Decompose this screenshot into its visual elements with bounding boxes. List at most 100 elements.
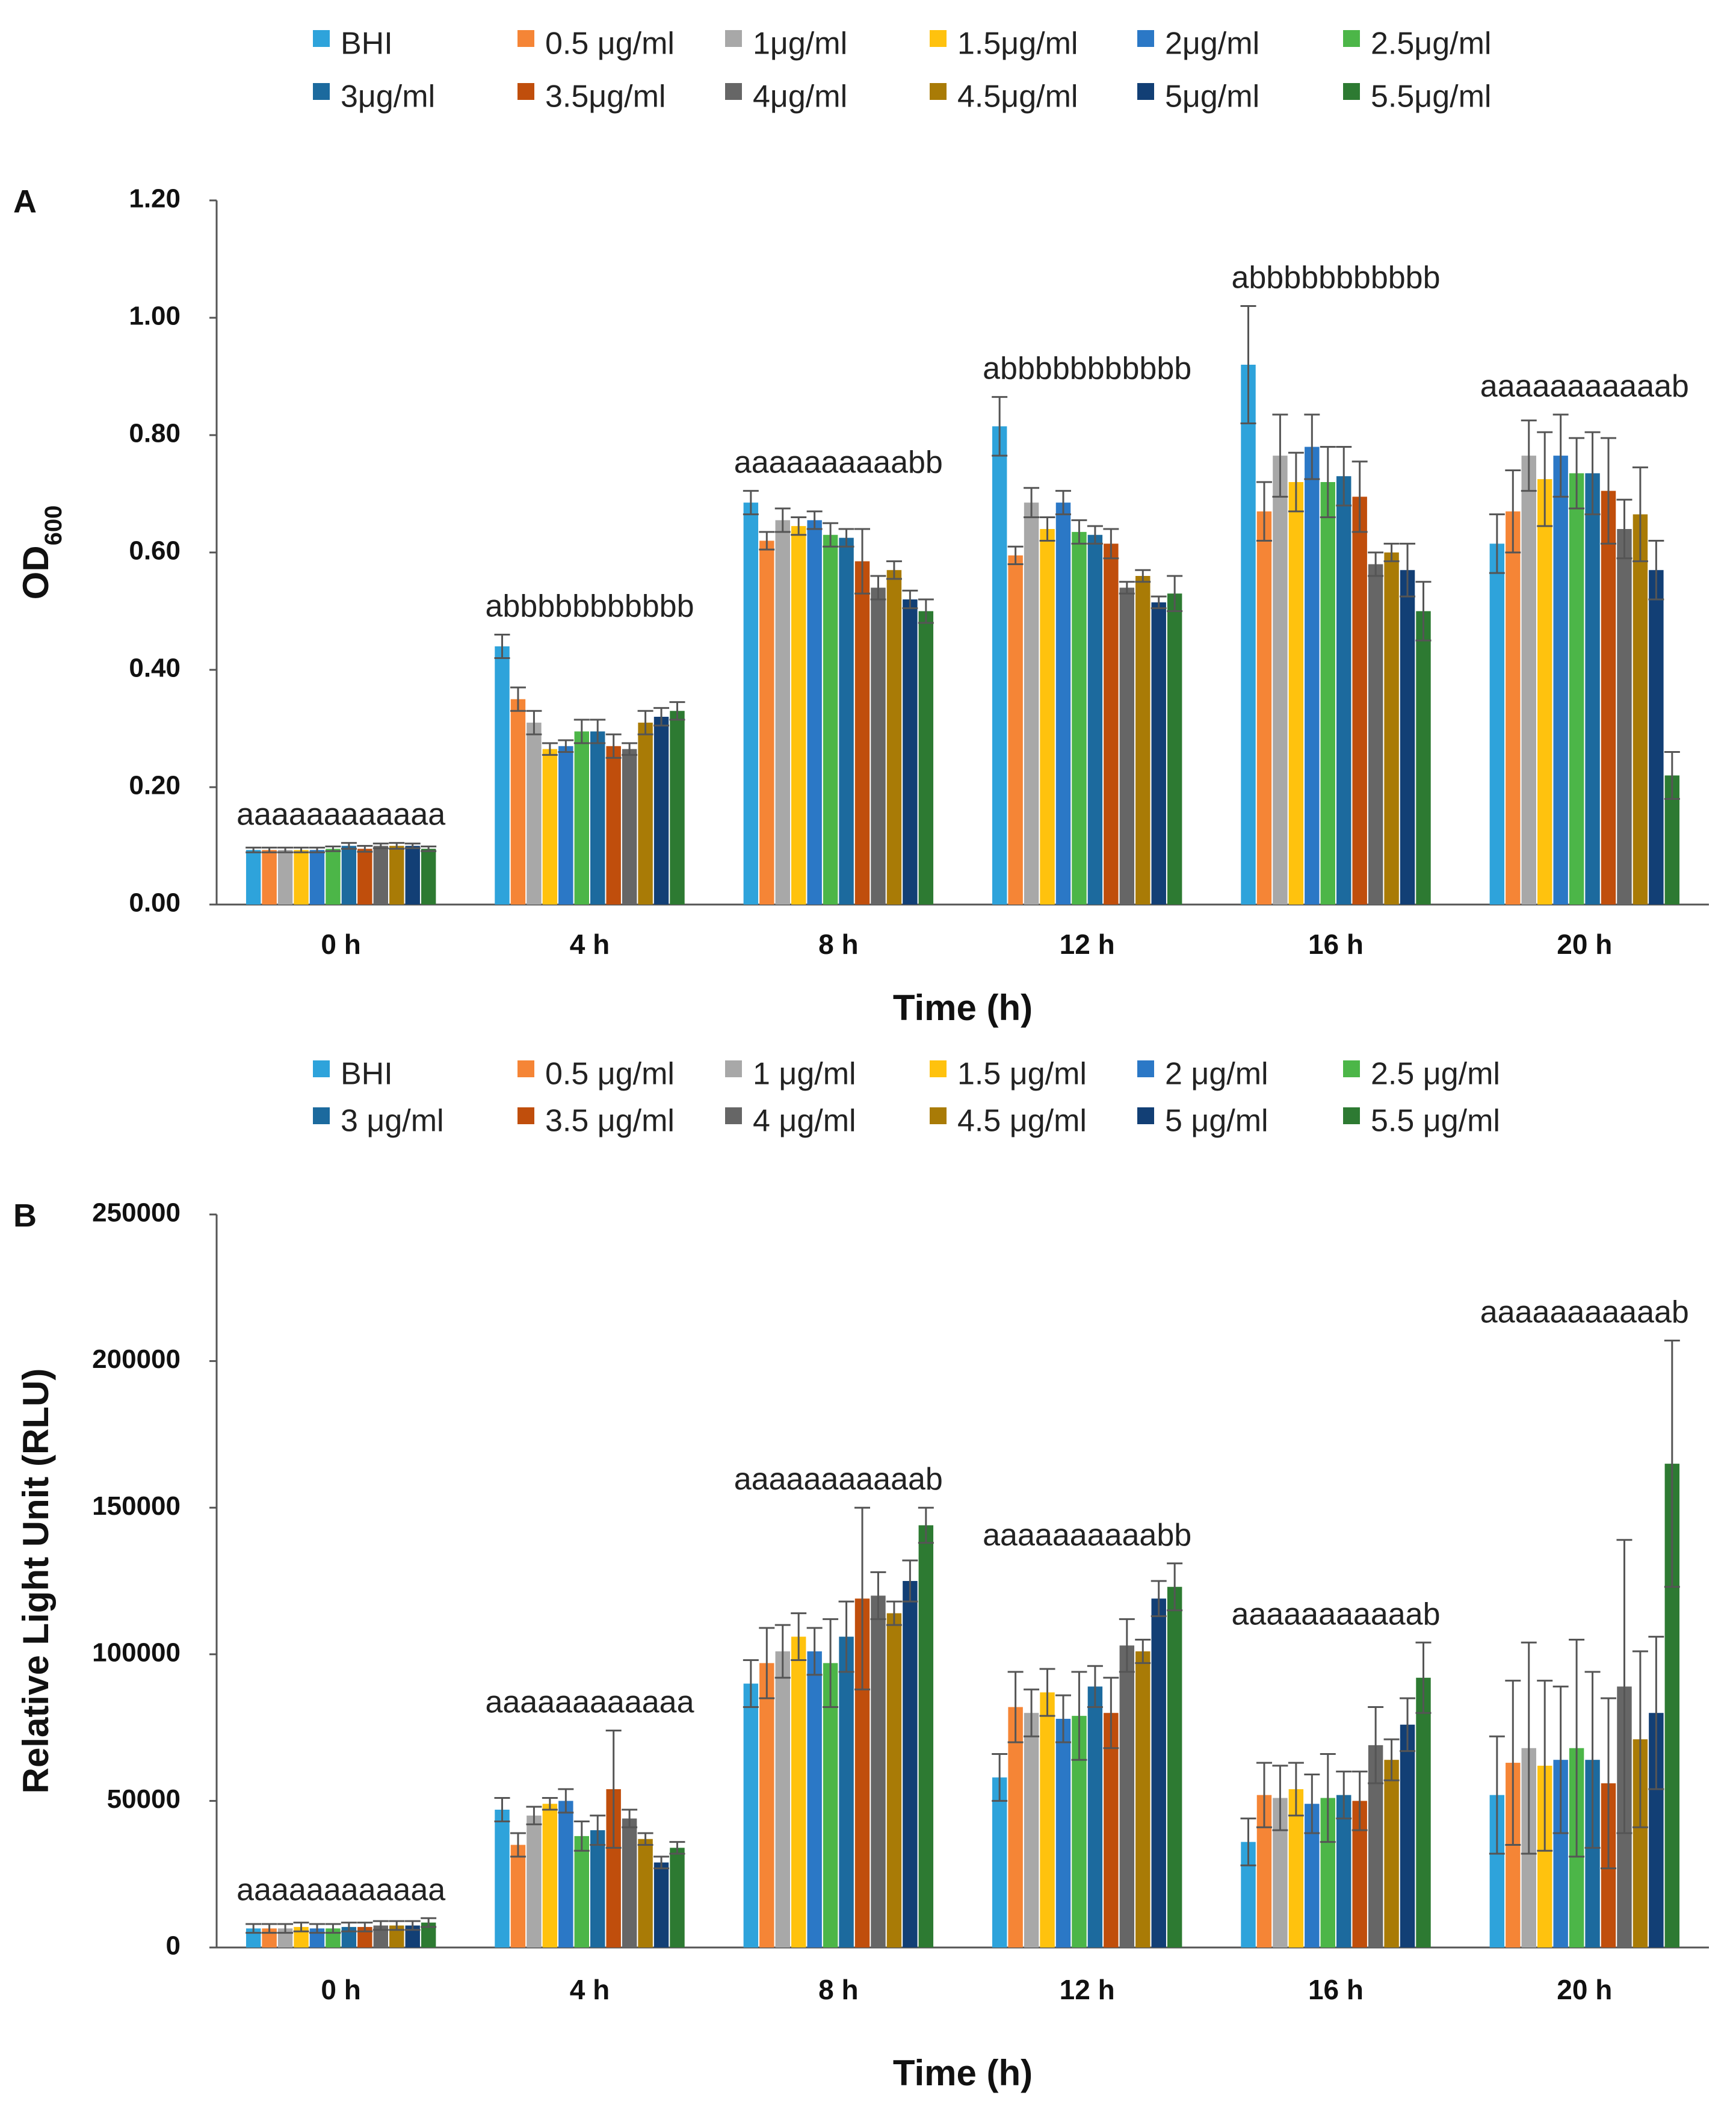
error-bar bbox=[1368, 551, 1384, 577]
error-bar bbox=[886, 560, 902, 580]
bar bbox=[357, 849, 372, 905]
error-bar bbox=[277, 846, 294, 853]
error-bar bbox=[1383, 1738, 1400, 1781]
error-bar bbox=[669, 701, 685, 721]
bar bbox=[1305, 447, 1320, 905]
legend-label: 5μg/ml bbox=[1165, 79, 1259, 114]
bar bbox=[807, 1651, 822, 1947]
bar bbox=[510, 699, 526, 905]
error-bar bbox=[918, 1506, 934, 1544]
error-bar bbox=[1601, 1697, 1617, 1869]
error-bar bbox=[1119, 581, 1135, 595]
bar bbox=[1352, 497, 1367, 905]
error-bar bbox=[1007, 545, 1024, 565]
error-bar bbox=[854, 1506, 871, 1691]
error-bar bbox=[1537, 431, 1553, 527]
error-bar bbox=[1024, 1688, 1040, 1737]
legend-swatch bbox=[517, 83, 534, 100]
error-bar bbox=[1505, 1680, 1521, 1846]
bar-group: abbbbbbbbbbb bbox=[485, 589, 694, 905]
error-bar bbox=[1304, 1774, 1320, 1834]
legend-label: 2μg/ml bbox=[1165, 26, 1259, 61]
bar bbox=[1273, 456, 1288, 905]
y-tick-label: 100000 bbox=[92, 1638, 181, 1667]
bar bbox=[918, 1525, 934, 1947]
significance-letters: abbbbbbbbbbb bbox=[1231, 261, 1440, 295]
bar bbox=[1087, 1686, 1103, 1947]
legend-swatch bbox=[1343, 83, 1360, 100]
bar bbox=[421, 849, 436, 905]
error-bar bbox=[510, 686, 526, 712]
error-bar bbox=[1087, 1665, 1103, 1708]
error-bar bbox=[1664, 751, 1680, 800]
bar bbox=[839, 1636, 854, 1947]
legend-label: 4μg/ml bbox=[753, 79, 847, 114]
bar bbox=[1256, 511, 1272, 905]
bar bbox=[823, 1663, 838, 1947]
error-bar bbox=[1103, 528, 1119, 560]
bar bbox=[759, 540, 774, 905]
significance-letters: aaaaaaaaaaaa bbox=[236, 797, 445, 832]
error-bar bbox=[1039, 516, 1055, 542]
error-bar bbox=[246, 1923, 262, 1934]
error-bar bbox=[542, 742, 558, 756]
error-bar bbox=[653, 1855, 670, 1869]
error-bar bbox=[1071, 519, 1087, 545]
y-tick-label: 1.20 bbox=[129, 184, 181, 214]
error-bar bbox=[357, 1922, 373, 1932]
bar bbox=[1151, 1598, 1166, 1947]
legend-swatch bbox=[725, 83, 742, 100]
error-bar bbox=[823, 522, 839, 548]
bar bbox=[775, 520, 790, 905]
error-bar bbox=[605, 1729, 622, 1849]
error-bar bbox=[357, 845, 373, 853]
x-tick-label: 16 h bbox=[1308, 929, 1364, 960]
bar bbox=[1521, 456, 1536, 905]
bar bbox=[992, 1777, 1007, 1947]
error-bar bbox=[293, 1922, 309, 1932]
legend-label: 5.5 μg/ml bbox=[1371, 1104, 1500, 1139]
bar bbox=[1024, 1713, 1039, 1947]
error-bar bbox=[1383, 542, 1400, 563]
bar bbox=[1055, 1718, 1071, 1947]
x-tick-label: 0 h bbox=[321, 929, 360, 960]
error-bar bbox=[774, 1624, 791, 1679]
y-axis-title-subscript: 600 bbox=[40, 506, 67, 546]
error-bar bbox=[1584, 1671, 1601, 1849]
legend-label: 2.5 μg/ml bbox=[1371, 1057, 1500, 1092]
bar-group: aaaaaaaaaaab bbox=[734, 1462, 943, 1947]
error-bar bbox=[1569, 1638, 1585, 1858]
x-tick-label: 8 h bbox=[818, 1974, 858, 2005]
significance-letters: aaaaaaaaaabb bbox=[983, 1518, 1191, 1553]
significance-letters: aaaaaaaaaaaa bbox=[485, 1684, 694, 1719]
significance-letters: abbbbbbbbbbb bbox=[485, 589, 694, 624]
legend-swatch bbox=[930, 1107, 947, 1124]
bar bbox=[510, 1845, 526, 1947]
legend-label: 5 μg/ml bbox=[1165, 1104, 1268, 1139]
x-tick-label: 12 h bbox=[1060, 1974, 1115, 2005]
error-bar bbox=[1521, 1641, 1537, 1855]
bar bbox=[743, 1683, 759, 1947]
bar bbox=[1167, 593, 1182, 905]
legend-swatch bbox=[313, 83, 330, 100]
x-tick-label: 4 h bbox=[570, 1974, 610, 2005]
y-axis-title: Relative Light Unit (RLU) bbox=[16, 1369, 56, 1794]
bar bbox=[1384, 552, 1399, 905]
error-bar bbox=[1351, 1771, 1368, 1831]
bar bbox=[1024, 503, 1039, 905]
bar bbox=[373, 846, 389, 905]
error-bar bbox=[902, 589, 918, 610]
error-bar bbox=[743, 490, 759, 516]
error-bar bbox=[1135, 569, 1151, 583]
bar bbox=[1135, 1651, 1151, 1947]
bar-group: aaaaaaaaaaab bbox=[1480, 369, 1689, 905]
bar bbox=[495, 1810, 510, 1947]
bar bbox=[1649, 570, 1664, 905]
y-tick-label: 0.20 bbox=[129, 771, 181, 800]
legend: BHI 0.5 μg/ml 1 μg/ml 1.5 μg/ml 2 μg/ml 2.5 μ… bbox=[313, 1057, 1500, 1139]
error-bar bbox=[1055, 490, 1071, 516]
error-bar bbox=[573, 719, 590, 744]
bar bbox=[903, 1581, 918, 1947]
error-bar bbox=[838, 1600, 854, 1673]
error-bar bbox=[1039, 1668, 1055, 1717]
